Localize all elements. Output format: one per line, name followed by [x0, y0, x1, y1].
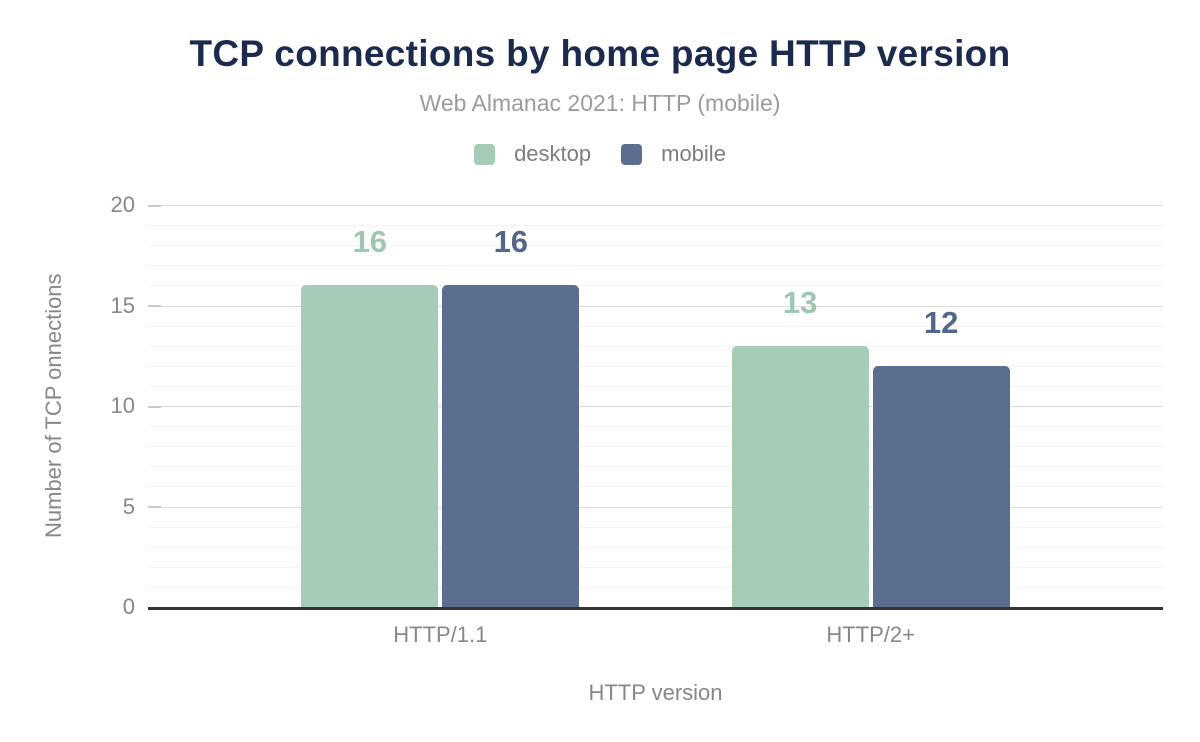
legend: desktop mobile	[0, 141, 1200, 167]
value-label-mobile-http11: 16	[493, 224, 529, 260]
y-axis-tick	[148, 305, 161, 307]
y-tick-label: 0	[122, 594, 135, 619]
x-category-label-http11: HTTP/1.1	[393, 622, 488, 647]
chart-title: TCP connections by home page HTTP versio…	[189, 33, 1011, 74]
mobile-swatch-icon	[621, 143, 643, 165]
legend-label-mobile: mobile	[661, 141, 726, 166]
minor-gridline	[148, 486, 1163, 488]
value-label-mobile-http2: 12	[923, 304, 959, 340]
x-category-label-http2: HTTP/2+	[826, 622, 915, 647]
x-axis-title: HTTP version	[588, 680, 723, 705]
major-gridline	[148, 506, 1163, 508]
y-tick-label: 20	[110, 192, 135, 217]
minor-gridline	[148, 446, 1163, 448]
minor-gridline	[148, 566, 1163, 568]
y-axis-tick	[148, 405, 161, 408]
major-gridline	[148, 205, 1163, 206]
bar-desktop-http11[interactable]	[301, 285, 439, 607]
minor-gridline	[148, 325, 1163, 327]
y-tick-label: 15	[110, 292, 135, 318]
bar-mobile-http2[interactable]	[872, 365, 1010, 607]
chart-subtitle: Web Almanac 2021: HTTP (mobile)	[419, 90, 781, 116]
legend-label-desktop: desktop	[514, 141, 592, 166]
minor-gridline	[148, 345, 1163, 347]
legend-item-desktop[interactable]: desktop	[474, 141, 591, 167]
value-label-desktop-http2: 13	[782, 284, 818, 320]
y-axis-tick	[148, 204, 161, 207]
minor-gridline	[148, 365, 1163, 367]
minor-gridline	[148, 586, 1163, 588]
legend-item-mobile[interactable]: mobile	[621, 141, 726, 167]
major-gridline	[148, 305, 1163, 307]
y-tick-label: 10	[110, 393, 135, 418]
minor-gridline	[148, 526, 1163, 528]
minor-gridline	[148, 225, 1163, 227]
desktop-swatch-icon	[474, 143, 496, 165]
value-label-desktop-http11: 16	[352, 224, 388, 260]
plot-area: 0 5 10 15 20 16 16 HTTP/1.1 13 12 HTTP/2+	[111, 194, 1163, 647]
bar-desktop-http2[interactable]	[731, 345, 869, 607]
major-gridline	[148, 406, 1163, 407]
y-tick-label: 5	[122, 493, 135, 519]
bar-mobile-http11[interactable]	[442, 285, 580, 607]
minor-gridline	[148, 546, 1163, 548]
minor-gridline	[148, 245, 1163, 247]
minor-gridline	[148, 426, 1163, 428]
y-axis-tick	[148, 506, 161, 508]
y-axis-title: Number of TCP onnections	[41, 273, 66, 539]
minor-gridline	[148, 285, 1163, 287]
minor-gridline	[148, 385, 1163, 387]
minor-gridline	[148, 466, 1163, 468]
minor-gridline	[148, 265, 1163, 267]
